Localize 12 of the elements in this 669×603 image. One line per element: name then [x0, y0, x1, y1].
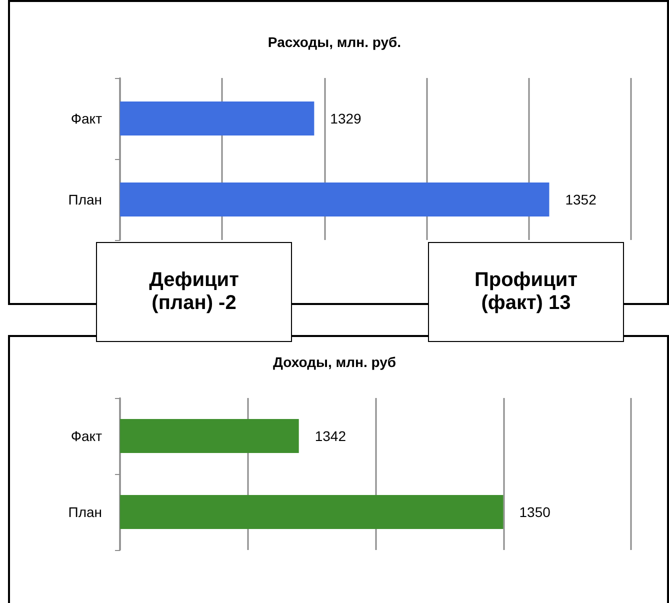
chart-title: Расходы, млн. руб. [268, 34, 402, 50]
data-label: 1350 [519, 504, 551, 520]
y-tick-label: План [68, 504, 102, 520]
callout-box: Профицит (факт) 13 [428, 242, 624, 342]
data-label: 1342 [314, 428, 346, 444]
chart-title: Доходы, млн. руб [272, 354, 396, 370]
callout-box: Дефицит (план) -2 [96, 242, 292, 342]
y-tick-label: Факт [70, 110, 103, 126]
y-tick-label: Факт [70, 428, 103, 444]
data-label: 1329 [330, 110, 362, 126]
data-label: 1352 [565, 192, 597, 208]
y-tick-label: План [68, 192, 102, 208]
